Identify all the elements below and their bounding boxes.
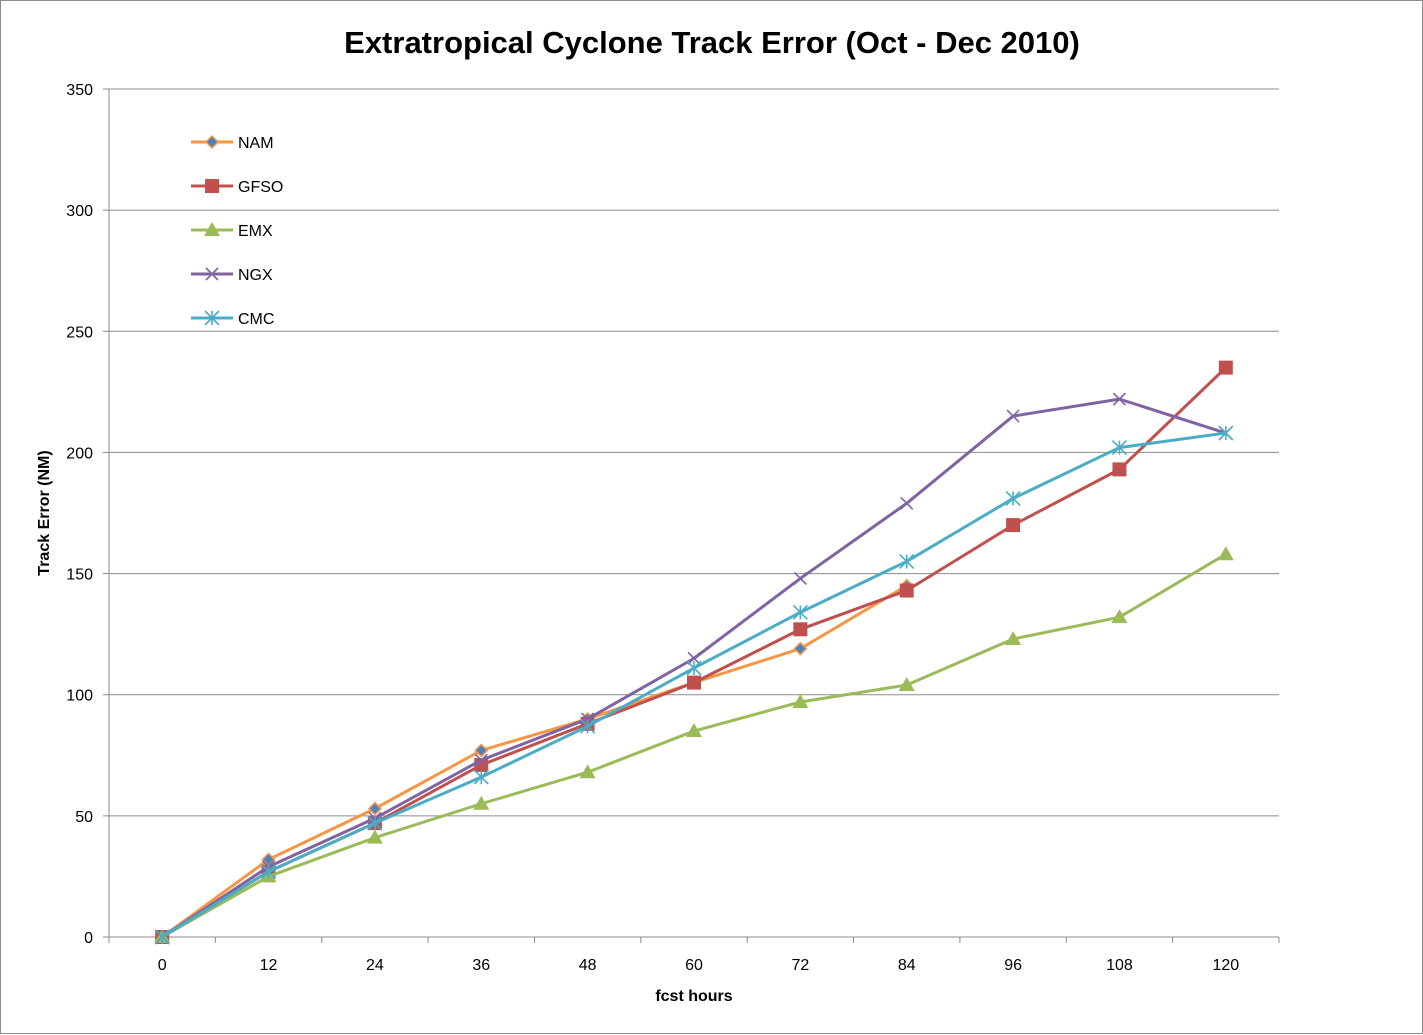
data-point (367, 801, 382, 816)
legend-marker (205, 267, 219, 281)
data-point (580, 718, 596, 734)
data-point (793, 622, 808, 637)
data-point (1005, 490, 1021, 507)
data-point (793, 641, 808, 656)
series-emx (154, 546, 1234, 943)
legend-label: NGX (238, 267, 273, 284)
series-line (161, 584, 908, 939)
series-line (161, 552, 1227, 939)
legend-item: NGX (191, 267, 273, 284)
data-point (899, 583, 914, 598)
data-point (1006, 409, 1020, 423)
x-tick-label: 84 (898, 957, 916, 974)
y-tick-label: 300 (66, 203, 93, 220)
x-tick-label: 12 (260, 957, 278, 974)
data-point (1112, 462, 1127, 477)
legend-marker (204, 222, 220, 236)
legend-marker (205, 179, 219, 193)
data-point (792, 604, 808, 620)
y-tick-label: 150 (66, 567, 93, 584)
series-gfso (155, 360, 1233, 944)
x-tick-label: 0 (158, 957, 167, 974)
data-point (1111, 609, 1128, 624)
data-point (899, 553, 915, 570)
data-point (687, 651, 701, 665)
legend-item: EMX (191, 222, 273, 240)
axes (103, 88, 1280, 943)
data-point (686, 660, 702, 676)
legend-item: NAM (191, 134, 274, 152)
data-point (367, 815, 383, 831)
data-point (474, 743, 489, 758)
data-point (792, 693, 809, 708)
data-point (1217, 546, 1234, 561)
data-point (898, 677, 915, 692)
x-tick-label: 60 (685, 957, 703, 974)
series-line (161, 366, 1227, 939)
data-point (260, 864, 277, 880)
data-point (686, 723, 702, 738)
legend-marker (204, 310, 220, 326)
legend-label: GFSO (238, 179, 283, 196)
y-axis-title: Track Error (NM) (36, 450, 53, 575)
y-tick-label: 50 (75, 809, 93, 826)
x-tick-label: 72 (791, 957, 809, 974)
y-tick-label: 350 (66, 82, 93, 99)
legend-marker (204, 134, 220, 150)
y-tick-labels: 0 50 100 150 200 250 300 350 (66, 82, 93, 947)
data-point (1218, 425, 1234, 441)
data-point (900, 496, 914, 510)
legend-item: GFSO (191, 179, 283, 196)
x-tick-label: 36 (472, 957, 490, 974)
y-tick-label: 200 (66, 445, 93, 462)
data-point (473, 795, 490, 810)
data-point (1218, 360, 1233, 375)
x-tick-label: 96 (1004, 957, 1022, 974)
series-cmc (154, 425, 1234, 945)
series-group (154, 360, 1234, 945)
legend-label: EMX (238, 223, 273, 240)
data-point (687, 675, 701, 690)
legend-label: CMC (238, 311, 274, 328)
x-axis-title: fcst hours (655, 988, 732, 1005)
legend-item: CMC (191, 310, 274, 328)
y-tick-label: 100 (66, 688, 93, 705)
data-point (473, 769, 489, 785)
x-tick-labels: 0 12 24 36 48 60 72 84 96 108 120 (158, 957, 1240, 974)
data-point (579, 764, 596, 779)
data-point (366, 829, 383, 844)
data-point (1112, 392, 1127, 406)
y-tick-label: 0 (84, 930, 93, 947)
legend-label: NAM (238, 135, 274, 152)
data-point (154, 929, 170, 945)
x-tick-label: 48 (579, 957, 597, 974)
chart-title: Extratropical Cyclone Track Error (Oct -… (344, 25, 1080, 60)
data-point (793, 571, 807, 585)
legend: NAM GFSO EMX NGX CMC (191, 134, 283, 328)
x-tick-label: 108 (1106, 957, 1133, 974)
gridlines (109, 88, 1279, 817)
data-point (1005, 630, 1022, 645)
y-tick-label: 250 (66, 324, 93, 341)
x-tick-label: 120 (1212, 957, 1239, 974)
data-point (1006, 518, 1021, 533)
data-point (1111, 440, 1128, 456)
x-tick-label: 24 (366, 957, 384, 974)
data-point (474, 753, 488, 767)
